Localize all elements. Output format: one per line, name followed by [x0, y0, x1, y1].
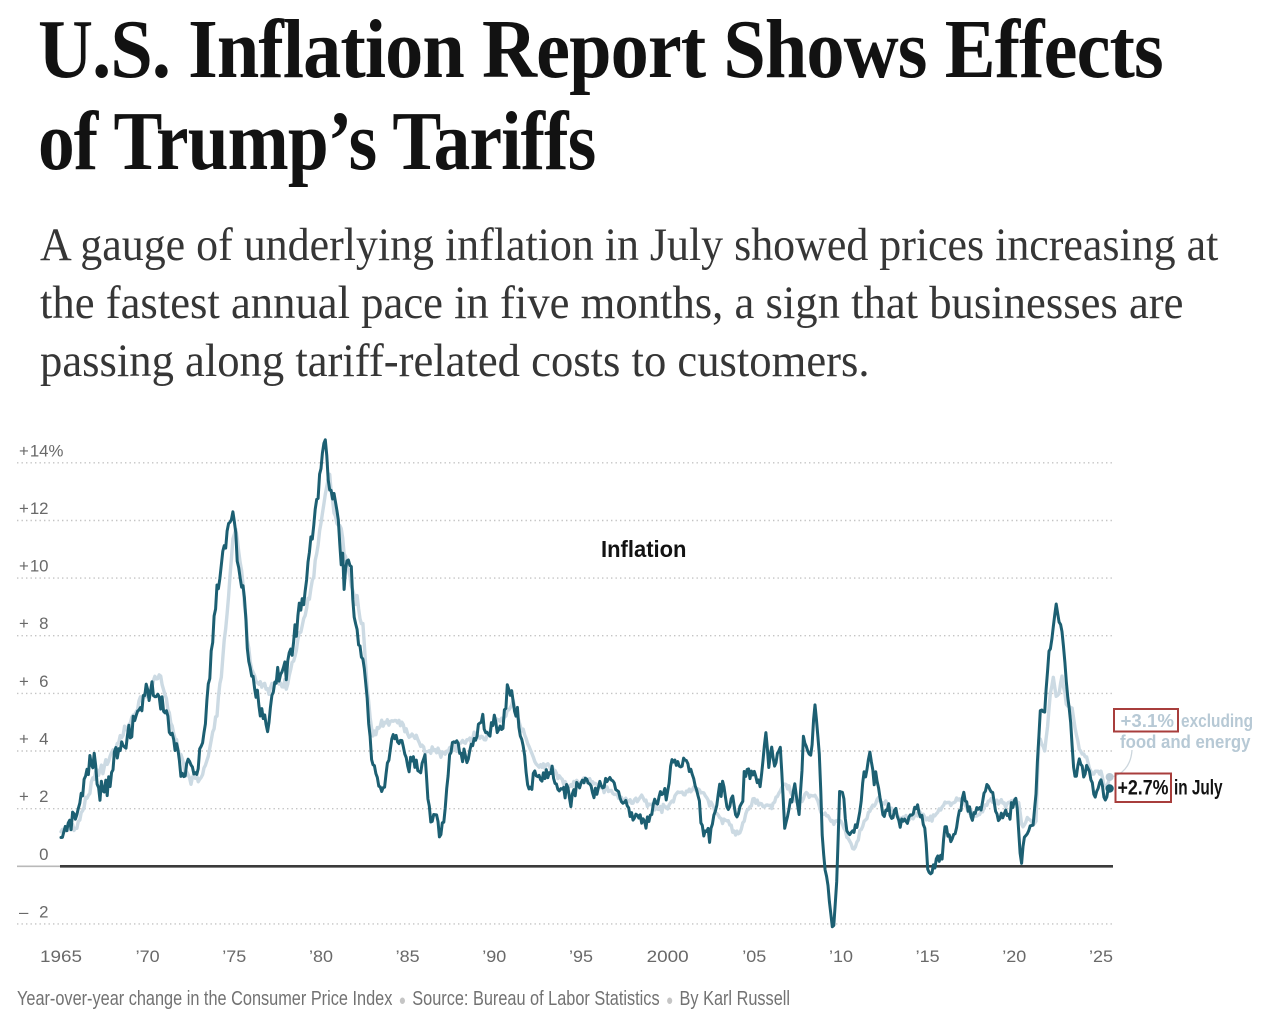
- svg-text:excluding: excluding: [1181, 710, 1253, 731]
- svg-text:in July: in July: [1174, 776, 1223, 800]
- svg-text:’95: ’95: [569, 947, 593, 966]
- svg-text:’25: ’25: [1089, 947, 1113, 966]
- svg-text:’85: ’85: [396, 947, 420, 966]
- svg-text:6: 6: [39, 672, 48, 691]
- svg-text:0: 0: [39, 845, 48, 864]
- svg-text:14: 14: [30, 441, 49, 460]
- svg-text:’10: ’10: [829, 947, 853, 966]
- svg-text:’80: ’80: [309, 947, 333, 966]
- svg-text:Inflation: Inflation: [601, 536, 687, 562]
- svg-text:1965: 1965: [40, 947, 82, 966]
- svg-text:’15: ’15: [916, 947, 940, 966]
- svg-text:+: +: [19, 499, 29, 518]
- svg-text:’75: ’75: [222, 947, 246, 966]
- svg-text:+: +: [19, 730, 29, 749]
- svg-text:+3.1%: +3.1%: [1121, 710, 1175, 731]
- svg-text:4: 4: [39, 730, 48, 749]
- svg-text:2: 2: [39, 787, 48, 806]
- svg-text:+: +: [19, 787, 29, 806]
- svg-text:’70: ’70: [136, 947, 160, 966]
- svg-text:2000: 2000: [647, 947, 689, 966]
- svg-text:12: 12: [30, 499, 49, 518]
- svg-text:+: +: [19, 614, 29, 633]
- svg-text:+: +: [19, 441, 29, 460]
- svg-text:’90: ’90: [482, 947, 506, 966]
- svg-text:8: 8: [39, 614, 48, 633]
- svg-text:’20: ’20: [1002, 947, 1026, 966]
- svg-text:2: 2: [39, 902, 48, 921]
- svg-text:–: –: [19, 902, 29, 921]
- svg-text:’05: ’05: [742, 947, 766, 966]
- svg-text:+2.7%: +2.7%: [1118, 776, 1169, 800]
- svg-text:+: +: [19, 672, 29, 691]
- svg-text:food and energy: food and energy: [1120, 731, 1251, 752]
- svg-text:%: %: [49, 441, 64, 460]
- svg-text:+: +: [19, 557, 29, 576]
- svg-text:10: 10: [30, 557, 49, 576]
